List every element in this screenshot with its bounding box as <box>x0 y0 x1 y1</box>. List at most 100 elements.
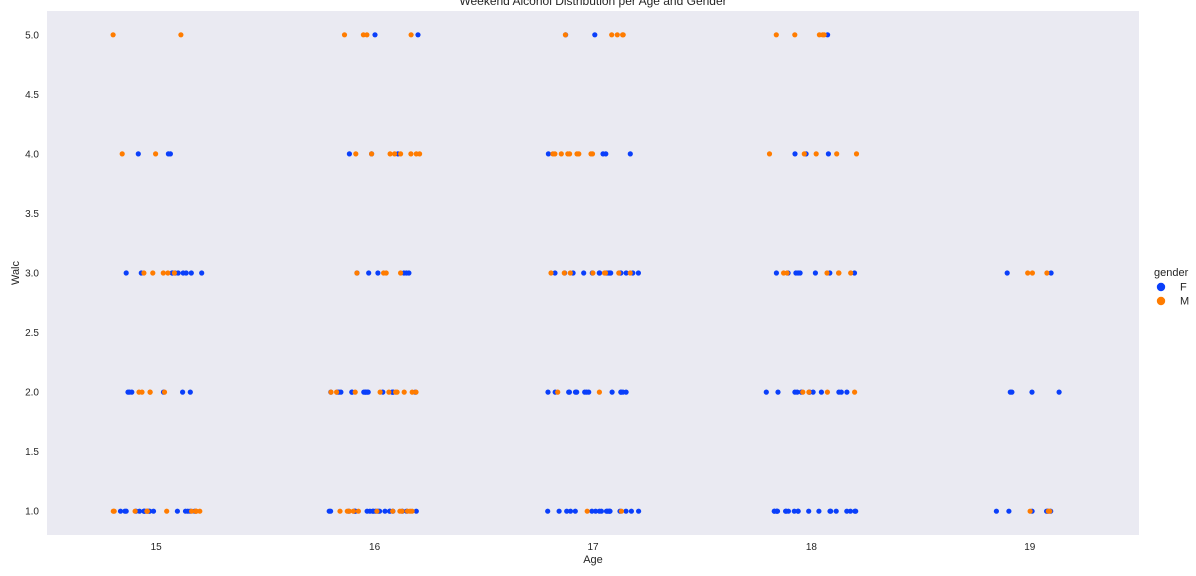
data-point-m <box>824 389 831 395</box>
data-point-f <box>122 508 128 514</box>
data-point-f <box>635 270 642 276</box>
data-point-m <box>574 151 580 157</box>
data-point-m <box>390 508 396 514</box>
y-axis-label: Walc <box>10 260 22 285</box>
data-point-f <box>188 270 194 276</box>
data-point-f <box>328 508 334 514</box>
data-point-f <box>556 508 562 514</box>
data-point-f <box>187 389 193 395</box>
data-point-m <box>404 508 411 514</box>
y-tick-label: 2.5 <box>25 328 39 339</box>
data-point-f <box>581 270 587 276</box>
data-point-m <box>377 389 383 395</box>
data-point-m <box>824 270 830 276</box>
data-point-f <box>797 270 803 276</box>
x-axis-label: Age <box>583 554 603 566</box>
data-point-m <box>165 270 171 276</box>
y-axis: 1.0 1.5 2.0 2.5 3.0 3.5 4.0 4.5 5.0 <box>25 30 39 517</box>
data-point-m <box>1027 508 1033 514</box>
data-point-f <box>165 151 171 157</box>
data-point-m <box>561 270 567 276</box>
data-point-m <box>110 32 116 38</box>
data-point-m <box>408 151 414 157</box>
data-point-f <box>1006 508 1012 514</box>
data-point-f <box>584 389 590 395</box>
data-point-m <box>160 270 166 276</box>
data-point-f <box>545 508 551 514</box>
data-point-f <box>833 508 839 514</box>
data-point-m <box>1025 270 1031 276</box>
data-point-f <box>763 389 769 395</box>
data-point-f <box>1004 270 1010 276</box>
data-point-f <box>415 32 421 38</box>
y-tick-label: 4.0 <box>25 149 39 160</box>
data-point-f <box>150 508 157 514</box>
data-point-m <box>413 389 419 395</box>
data-point-m <box>590 270 596 276</box>
data-point-m <box>548 270 554 276</box>
legend-label-f: F <box>1180 282 1187 294</box>
data-point-f <box>851 270 858 276</box>
data-point-m <box>417 151 423 157</box>
data-point-f <box>596 508 603 514</box>
data-point-m <box>119 151 125 157</box>
data-point-f <box>1007 389 1013 395</box>
data-point-m <box>397 508 403 514</box>
data-point-f <box>372 32 378 38</box>
data-point-m <box>392 151 398 157</box>
data-point-f <box>589 508 595 514</box>
data-point-f <box>623 508 629 514</box>
data-point-f <box>135 151 141 157</box>
data-point-f <box>785 508 792 514</box>
data-point-f <box>545 389 551 395</box>
data-point-m <box>620 32 626 38</box>
data-point-f <box>136 508 143 514</box>
data-point-f <box>564 508 570 514</box>
data-point-f <box>175 270 181 276</box>
y-tick-label: 4.5 <box>25 90 39 101</box>
data-point-f <box>793 270 799 276</box>
data-point-m <box>766 151 773 157</box>
data-point-f <box>844 389 850 395</box>
data-point-f <box>628 508 635 514</box>
data-point-m <box>350 508 356 514</box>
data-point-f <box>620 389 626 395</box>
data-point-m <box>852 389 858 395</box>
data-point-m <box>800 389 806 395</box>
legend-title: gender <box>1154 267 1189 279</box>
data-point-f <box>844 508 850 514</box>
legend-marker-f <box>1156 282 1166 292</box>
data-point-m <box>153 151 159 157</box>
data-point-m <box>627 270 633 276</box>
data-point-f <box>174 508 180 514</box>
data-point-f <box>552 270 558 276</box>
data-point-f <box>123 270 129 276</box>
data-point-m <box>408 32 414 38</box>
data-point-m <box>178 32 184 38</box>
data-point-f <box>812 270 819 276</box>
y-tick-label: 3.5 <box>25 209 39 220</box>
x-tick-label: 19 <box>1024 542 1036 553</box>
data-point-m <box>189 508 195 514</box>
data-point-m <box>132 508 138 514</box>
data-point-m <box>614 32 620 38</box>
data-point-m <box>360 32 366 38</box>
data-point-m <box>609 32 615 38</box>
data-point-m <box>197 508 203 514</box>
legend-label-m: M <box>1180 296 1189 308</box>
data-point-f <box>574 389 580 395</box>
data-point-m <box>567 270 573 276</box>
data-point-m <box>150 270 156 276</box>
data-point-m <box>354 270 360 276</box>
data-point-f <box>847 508 854 514</box>
data-point-f <box>126 389 133 395</box>
y-tick-label: 2.0 <box>25 388 39 399</box>
data-point-m <box>374 508 380 514</box>
data-point-m <box>562 32 569 38</box>
data-point-m <box>848 270 854 276</box>
data-point-m <box>773 32 779 38</box>
data-point-m <box>792 32 798 38</box>
data-point-m <box>387 151 393 157</box>
data-point-m <box>1044 270 1050 276</box>
y-tick-label: 5.0 <box>25 30 39 41</box>
